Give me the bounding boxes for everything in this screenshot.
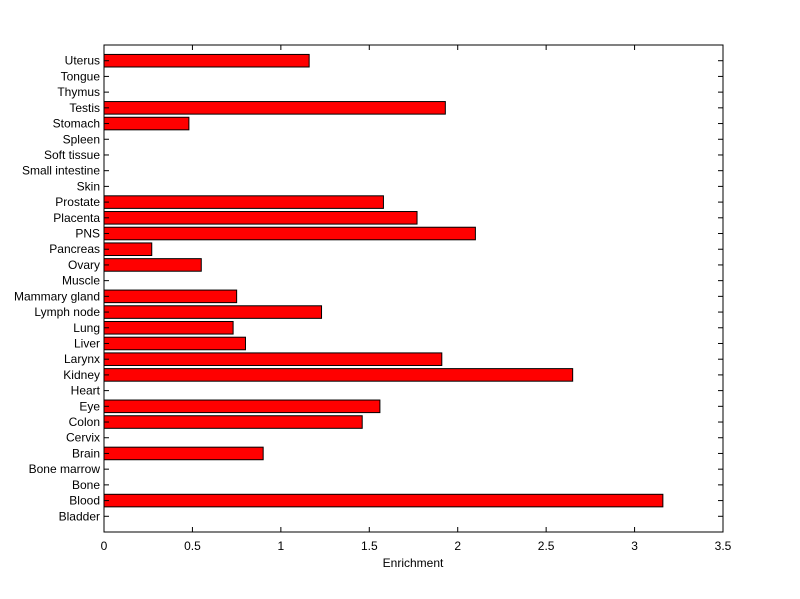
y-tick-label-brain: Brain <box>72 446 100 460</box>
y-tick-label-liver: Liver <box>74 336 100 350</box>
y-tick-label-tongue: Tongue <box>61 69 101 83</box>
bar-larynx <box>103 352 443 366</box>
bar-ovary <box>103 258 202 272</box>
bar-liver <box>103 336 246 351</box>
x-tick-label-2: 1 <box>278 539 285 553</box>
bar-blood <box>103 493 664 508</box>
y-tick-label-thymus: Thymus <box>57 85 100 99</box>
x-axis-label: Enrichment <box>383 556 444 570</box>
bar-kidney <box>103 368 574 382</box>
y-tick-label-lung: Lung <box>73 321 100 335</box>
y-tick-label-heart: Heart <box>71 384 101 398</box>
y-tick-label-pancreas: Pancreas <box>49 242 100 256</box>
bar-lung <box>103 320 234 335</box>
y-tick-label-stomach: Stomach <box>53 117 100 131</box>
y-tick-label-placenta: Placenta <box>53 211 100 225</box>
bar-pns <box>103 226 476 241</box>
x-tick-label-5: 2.5 <box>538 539 555 553</box>
bar-uterus <box>103 53 310 68</box>
y-tick-label-bone: Bone <box>72 478 100 492</box>
y-tick-label-skin: Skin <box>77 179 100 193</box>
y-tick-label-mammary-gland: Mammary gland <box>14 289 100 303</box>
y-tick-label-bone-marrow: Bone marrow <box>29 462 101 476</box>
bar-eye <box>103 399 381 414</box>
y-tick-label-muscle: Muscle <box>62 274 100 288</box>
bar-stomach <box>103 116 190 131</box>
y-tick-label-testis: Testis <box>69 101 100 115</box>
y-tick-label-cervix: Cervix <box>66 431 100 445</box>
y-tick-label-kidney: Kidney <box>63 368 100 382</box>
y-tick-label-spleen: Spleen <box>63 132 100 146</box>
y-tick-label-lymph-node: Lymph node <box>34 305 100 319</box>
x-axis: 0 0.5 1 1.5 2 2.5 3 3.5 <box>101 45 732 553</box>
x-tick-label-0: 0 <box>101 539 108 553</box>
y-tick-label-blood: Blood <box>69 494 100 508</box>
y-tick-label-eye: Eye <box>79 399 100 413</box>
x-tick-label-4: 2 <box>454 539 461 553</box>
bar-brain <box>103 446 264 461</box>
bar-prostate <box>103 195 384 209</box>
y-tick-label-larynx: Larynx <box>64 352 100 366</box>
y-tick-label-small-intestine: Small intestine <box>22 164 100 178</box>
y-tick-label-bladder: Bladder <box>59 509 100 523</box>
bar-placenta <box>103 211 418 225</box>
y-tick-label-uterus: Uterus <box>65 54 100 68</box>
y-tick-label-soft-tissue: Soft tissue <box>44 148 100 162</box>
y-tick-label-ovary: Ovary <box>68 258 100 272</box>
x-tick-label-6: 3 <box>631 539 638 553</box>
x-tick-label-7: 3.5 <box>715 539 732 553</box>
plot-frame <box>103 44 724 533</box>
bar-testis <box>103 101 446 115</box>
bar-pancreas <box>103 242 153 257</box>
y-tick-label-pns: PNS <box>75 227 100 241</box>
bar-mammary-gland <box>103 289 238 304</box>
x-tick-label-3: 1.5 <box>361 539 378 553</box>
bar-lymph-node <box>103 305 323 319</box>
y-tick-label-prostate: Prostate <box>55 195 100 209</box>
bar-colon <box>103 415 363 429</box>
x-tick-label-1: 0.5 <box>184 539 201 553</box>
y-tick-label-colon: Colon <box>69 415 100 429</box>
